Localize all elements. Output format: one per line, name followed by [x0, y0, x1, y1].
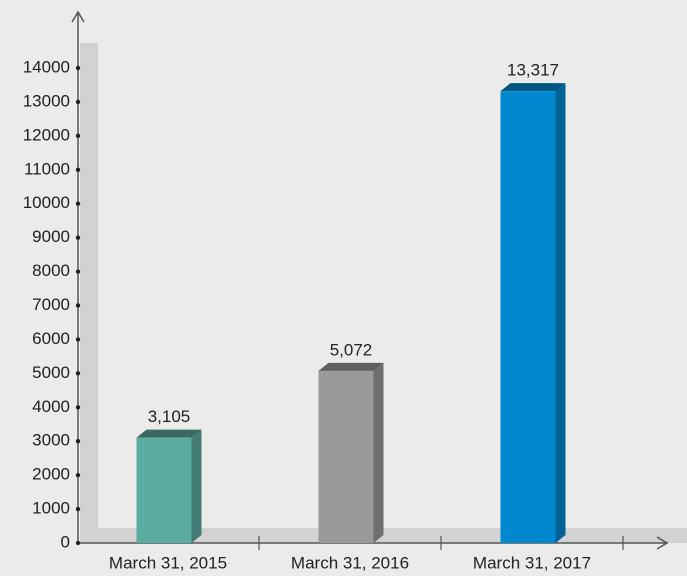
y-tick-label: 1000	[32, 499, 70, 518]
bar	[318, 370, 374, 543]
value-label: 3,105	[148, 407, 191, 426]
y-tick-label: 2000	[32, 465, 70, 484]
bar-top	[500, 83, 566, 92]
y-tick-label: 13000	[23, 91, 70, 110]
value-label: 13,317	[507, 61, 559, 80]
y-tick-mark	[75, 201, 81, 206]
y-tick-label: 10000	[23, 193, 70, 212]
y-tick-label: 6000	[32, 329, 70, 348]
y-tick-label: 9000	[32, 227, 70, 246]
y-tick-label: 3000	[32, 431, 70, 450]
y-tick-label: 11000	[24, 159, 70, 178]
value-label: 5,072	[330, 340, 373, 359]
y-tick-mark	[75, 506, 81, 512]
y-tick-mark	[75, 405, 81, 410]
y-tick-label: 12000	[23, 125, 70, 144]
y-tick-label: 7000	[32, 295, 70, 314]
y-tick-mark	[75, 303, 81, 308]
x-axis-arrow	[656, 536, 669, 550]
y-tick-mark	[75, 439, 81, 444]
y-tick-mark	[75, 235, 81, 240]
y-tick-mark	[75, 337, 81, 342]
bar-side	[373, 362, 384, 543]
y-tick-mark	[75, 99, 81, 105]
y-tick-mark	[75, 269, 81, 274]
y-tick-mark	[75, 133, 81, 139]
bar	[500, 91, 556, 543]
y-tick-mark	[75, 371, 81, 376]
y-axis-arrow	[71, 10, 85, 23]
x-tick-label: March 31, 2017	[473, 553, 591, 572]
bar-top	[318, 362, 384, 371]
y-tick-label: 0	[61, 532, 70, 551]
bar	[136, 437, 192, 543]
y-tick-mark	[75, 65, 81, 71]
bar-side	[555, 83, 566, 543]
y-tick-label: 4000	[32, 397, 70, 416]
x-tick-label: March 31, 2015	[109, 553, 227, 572]
y-tick-mark	[75, 540, 81, 546]
bar-side	[191, 429, 202, 543]
y-tick-mark	[75, 472, 81, 478]
y-tick-mark	[75, 167, 81, 172]
y-tick-label: 14000	[23, 57, 70, 76]
x-tick-label: March 31, 2016	[291, 553, 409, 572]
y-tick-label: 5000	[32, 363, 70, 382]
y-tick-label: 8000	[32, 261, 70, 280]
bar-top	[136, 429, 202, 438]
